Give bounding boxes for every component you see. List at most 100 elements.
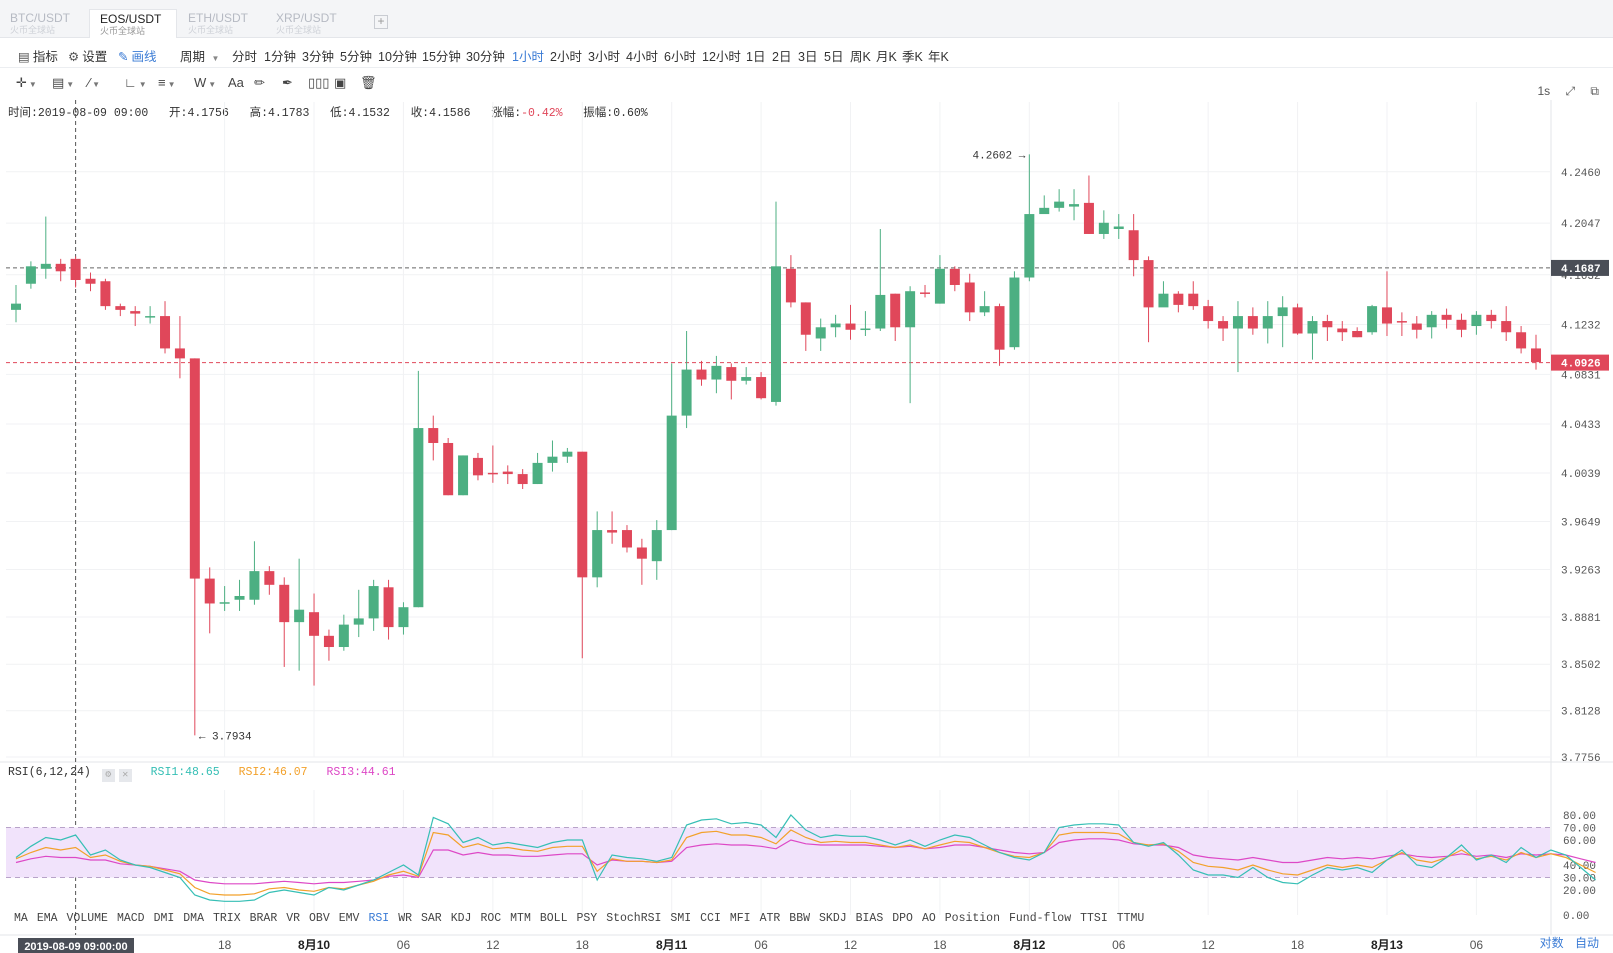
ruler-icon[interactable]: ▤ ▼ bbox=[52, 75, 75, 90]
indicator-tab-ao[interactable]: AO bbox=[921, 912, 936, 925]
interval-16[interactable]: 5日 bbox=[824, 50, 844, 64]
refresh-rate[interactable]: 1s bbox=[1537, 84, 1551, 98]
interval-3[interactable]: 5分钟 bbox=[340, 50, 372, 64]
interval-7[interactable]: 1小时 bbox=[512, 50, 544, 64]
interval-10[interactable]: 4小时 bbox=[626, 50, 658, 64]
indicator-tab-stochrsi[interactable]: StochRSI bbox=[606, 912, 662, 925]
indicator-tab-dma[interactable]: DMA bbox=[183, 912, 204, 925]
indicator-tab-obv[interactable]: OBV bbox=[309, 912, 330, 925]
indicator-tab-cci[interactable]: CCI bbox=[700, 912, 721, 925]
interval-19[interactable]: 季K bbox=[902, 50, 923, 64]
interval-1[interactable]: 1分钟 bbox=[264, 50, 296, 64]
interval-5[interactable]: 15分钟 bbox=[422, 50, 461, 64]
indicator-tab-fund-flow[interactable]: Fund-flow bbox=[1008, 912, 1072, 925]
indicator-tab-ttsi[interactable]: TTSI bbox=[1080, 912, 1108, 925]
interval-20[interactable]: 年K bbox=[928, 50, 949, 64]
interval-2[interactable]: 3分钟 bbox=[302, 50, 334, 64]
interval-4[interactable]: 10分钟 bbox=[378, 50, 417, 64]
indicator-tab-macd[interactable]: MACD bbox=[116, 912, 145, 925]
ohlc-readout: 时间:2019-08-09 09:00 开:4.1756 高:4.1783 低:… bbox=[8, 104, 648, 120]
indicator-tab-ttmu[interactable]: TTMU bbox=[1116, 912, 1145, 925]
indicator-tab-bias[interactable]: BIAS bbox=[855, 912, 884, 925]
candle-body bbox=[994, 306, 1005, 350]
indicator-tab-vr[interactable]: VR bbox=[286, 912, 301, 925]
candle-body bbox=[1232, 316, 1243, 329]
indicator-tab-dmi[interactable]: DMI bbox=[153, 912, 175, 925]
indicator-tab-mfi[interactable]: MFI bbox=[729, 912, 751, 925]
indicator-tab-psy[interactable]: PSY bbox=[576, 912, 598, 925]
interval-9[interactable]: 3小时 bbox=[588, 50, 620, 64]
angle-icon[interactable]: ∟ ▼ bbox=[124, 75, 147, 90]
brush-icon[interactable]: ✏ bbox=[254, 75, 265, 90]
rsi-legend: RSI(6,12,24) ⚙ ✕ RSI1:48.65 RSI2:46.07 RS… bbox=[8, 766, 396, 782]
indicator-tab-position[interactable]: Position bbox=[944, 912, 1000, 925]
draw-label: 画线 bbox=[131, 50, 157, 64]
symbol-tab-bar: BTC/USDT 火币全球站 EOS/USDT 火币全球站 ETH/USDT 火… bbox=[0, 0, 1613, 38]
indicator-tab-mtm[interactable]: MTM bbox=[510, 912, 531, 925]
indicator-tab-bbw[interactable]: BBW bbox=[789, 912, 811, 925]
interval-0[interactable]: 分时 bbox=[232, 50, 258, 64]
indicator-tab-ema[interactable]: EMA bbox=[36, 912, 58, 925]
indicator-tab-dpo[interactable]: DPO bbox=[892, 912, 913, 925]
indicator-tab-emv[interactable]: EMV bbox=[338, 912, 360, 925]
candle-body bbox=[70, 258, 81, 281]
trash-icon[interactable]: 🗑 bbox=[360, 75, 377, 90]
lock-icon[interactable]: ▣ bbox=[334, 75, 347, 90]
indicator-button[interactable]: ▤ 指标 bbox=[18, 46, 58, 65]
indicator-tab-kdj[interactable]: KDJ bbox=[450, 912, 472, 925]
indicator-tab-volume[interactable]: VOLUME bbox=[66, 912, 108, 925]
crosshair-icon[interactable]: ✛ ▼ bbox=[16, 75, 37, 90]
interval-17[interactable]: 周K bbox=[850, 50, 871, 64]
price-tick-label: 4.0433 bbox=[1561, 420, 1601, 432]
rsi-close-icon[interactable]: ✕ bbox=[118, 769, 132, 782]
interval-14[interactable]: 2日 bbox=[772, 50, 792, 64]
interval-18[interactable]: 月K bbox=[876, 50, 897, 64]
candle-body bbox=[771, 266, 781, 402]
pencil-icon: ✎ bbox=[118, 50, 129, 64]
tab-eth-usdt[interactable]: ETH/USDT 火币全球站 bbox=[178, 9, 266, 38]
indicator-tab-ma[interactable]: MA bbox=[14, 912, 28, 925]
candle-body bbox=[1277, 307, 1288, 317]
time-label: 时间: bbox=[8, 107, 38, 120]
indicator-tab-brar[interactable]: BRAR bbox=[249, 912, 278, 925]
parallel-icon[interactable]: ≡ ▼ bbox=[158, 75, 176, 90]
period-dropdown[interactable]: 周期 ▼ bbox=[180, 46, 219, 65]
pen-icon[interactable]: ✒ bbox=[282, 75, 293, 90]
indicator-tab-atr[interactable]: ATR bbox=[759, 912, 781, 925]
indicator-tab-rsi[interactable]: RSI bbox=[368, 912, 390, 925]
indicator-tab-trix[interactable]: TRIX bbox=[213, 912, 241, 925]
fullscreen-icon[interactable]: ⤢ bbox=[1565, 84, 1576, 98]
tab-eos-usdt[interactable]: EOS/USDT 火币全球站 bbox=[89, 9, 177, 38]
interval-13[interactable]: 1日 bbox=[746, 50, 766, 64]
interval-15[interactable]: 3日 bbox=[798, 50, 818, 64]
indicator-tab-skdj[interactable]: SKDJ bbox=[819, 912, 847, 925]
wave-icon[interactable]: W ▼ bbox=[194, 75, 217, 90]
expand-icon[interactable]: ⧉ bbox=[1590, 84, 1599, 98]
rsi3-value: RSI3:44.61 bbox=[326, 766, 396, 779]
auto-scale-button[interactable]: 自动 bbox=[1574, 936, 1599, 950]
indicator-tab-smi[interactable]: SMI bbox=[670, 912, 692, 925]
text-icon[interactable]: Aa bbox=[228, 75, 244, 90]
interval-6[interactable]: 30分钟 bbox=[466, 50, 505, 64]
tab-xrp-usdt[interactable]: XRP/USDT 火币全球站 bbox=[266, 9, 354, 38]
interval-11[interactable]: 6小时 bbox=[664, 50, 696, 64]
draw-button[interactable]: ✎ 画线 bbox=[118, 46, 157, 65]
tab-btc-usdt[interactable]: BTC/USDT 火币全球站 bbox=[0, 9, 88, 38]
candle-body bbox=[1456, 319, 1467, 330]
indicator-tab-boll[interactable]: BOLL bbox=[539, 912, 568, 925]
candle-body bbox=[1337, 328, 1348, 333]
rsi-settings-icon[interactable]: ⚙ bbox=[101, 769, 115, 782]
indicator-tab-sar[interactable]: SAR bbox=[421, 912, 442, 925]
interval-8[interactable]: 2小时 bbox=[550, 50, 582, 64]
indicator-tab-wr[interactable]: WR bbox=[398, 912, 412, 925]
log-scale-button[interactable]: 对数 bbox=[1539, 936, 1564, 950]
trendline-icon[interactable]: ∕ ▼ bbox=[88, 75, 101, 90]
interval-12[interactable]: 12小时 bbox=[702, 50, 741, 64]
add-tab-icon[interactable]: + bbox=[374, 15, 388, 29]
indicator-tab-roc[interactable]: ROC bbox=[480, 912, 502, 925]
settings-button[interactable]: ⚙ 设置 bbox=[68, 46, 107, 65]
pattern-icon[interactable]: ▯▯▯ bbox=[308, 75, 330, 90]
rsi-tick-label: 0.00 bbox=[1563, 911, 1589, 923]
rsi-band bbox=[6, 827, 1550, 878]
